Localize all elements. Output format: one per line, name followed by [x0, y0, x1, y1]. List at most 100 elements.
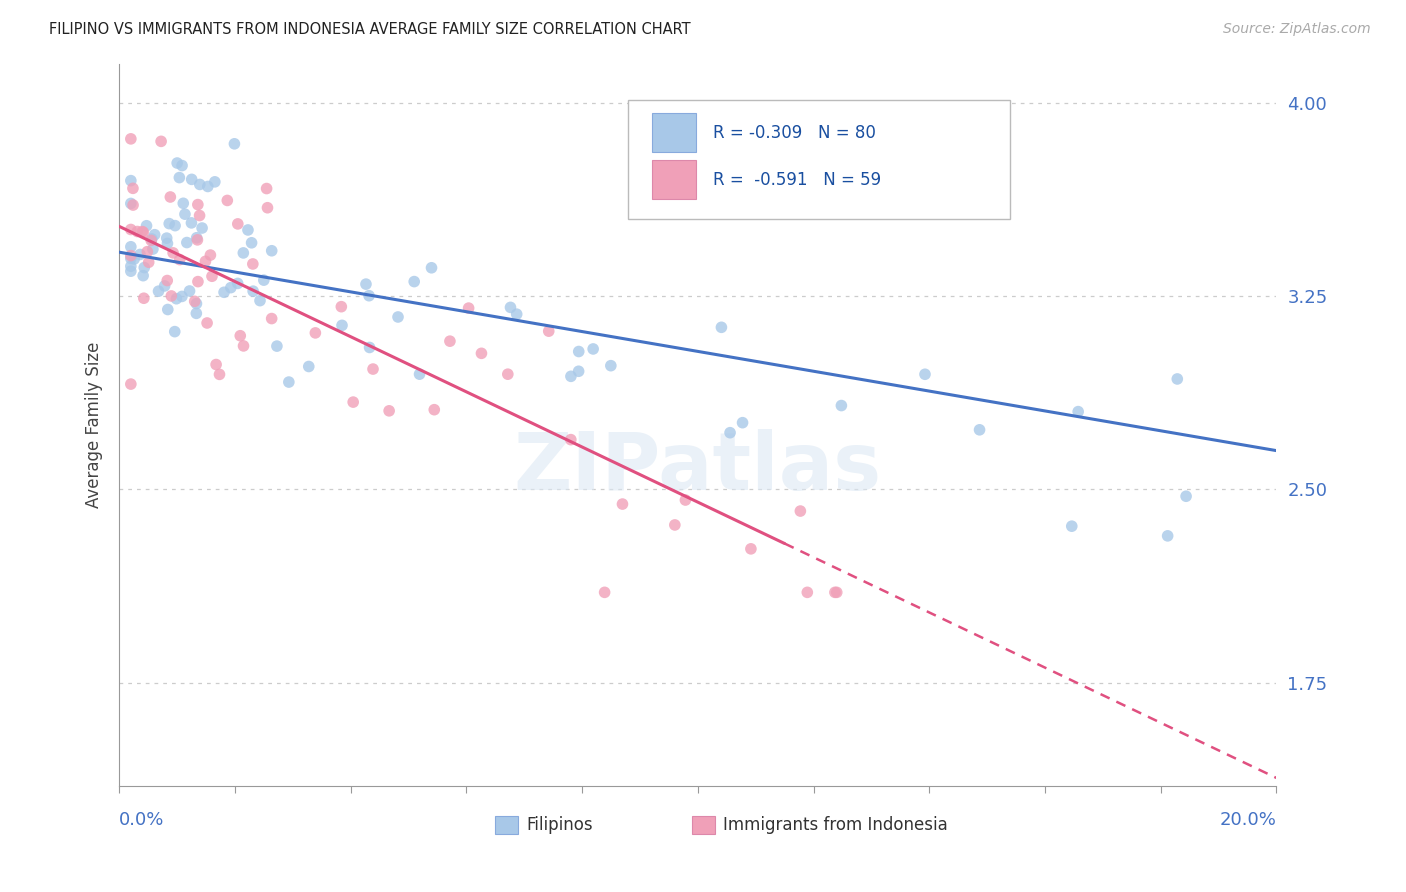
Text: Immigrants from Indonesia: Immigrants from Indonesia [723, 816, 948, 834]
Point [304, 326, 326, 340]
Point [204, 175, 226, 189]
Point [183, 294, 205, 309]
Point [420, 260, 443, 275]
Point [387, 310, 409, 324]
Point [582, 342, 605, 356]
Point [186, 296, 208, 310]
Point [499, 301, 522, 315]
Point [242, 284, 264, 298]
Point [256, 201, 278, 215]
Point [156, 231, 179, 245]
Point [796, 585, 818, 599]
Point [470, 346, 492, 360]
Text: Source: ZipAtlas.com: Source: ZipAtlas.com [1223, 22, 1371, 37]
Point [1166, 372, 1188, 386]
Point [277, 375, 299, 389]
Point [122, 181, 145, 195]
Point [165, 292, 187, 306]
Point [824, 585, 846, 599]
Point [378, 404, 401, 418]
Point [148, 284, 170, 298]
Point [162, 245, 184, 260]
Point [408, 367, 430, 381]
Text: 0.0%: 0.0% [120, 812, 165, 830]
Point [612, 497, 634, 511]
Point [120, 196, 142, 211]
Point [120, 174, 142, 188]
Point [120, 264, 142, 278]
Point [560, 433, 582, 447]
Point [1067, 404, 1090, 418]
Point [186, 231, 208, 245]
Point [226, 217, 249, 231]
Point [122, 198, 145, 212]
Point [731, 416, 754, 430]
Point [342, 395, 364, 409]
Point [120, 377, 142, 392]
Point [330, 300, 353, 314]
Point [200, 248, 222, 262]
Point [120, 132, 142, 146]
Text: Filipinos: Filipinos [527, 816, 593, 834]
Point [914, 368, 936, 382]
Point [236, 223, 259, 237]
Point [330, 318, 353, 333]
Point [120, 252, 142, 266]
Point [256, 181, 278, 195]
Point [186, 306, 208, 320]
Point [1156, 529, 1178, 543]
Point [789, 504, 811, 518]
Point [260, 244, 283, 258]
Point [172, 196, 194, 211]
Point [136, 244, 159, 259]
Point [143, 227, 166, 242]
Point [232, 339, 254, 353]
Point [142, 242, 165, 256]
Point [664, 517, 686, 532]
Point [568, 344, 591, 359]
Point [156, 273, 179, 287]
Text: R = -0.309   N = 80: R = -0.309 N = 80 [713, 124, 876, 142]
Point [354, 277, 377, 292]
Point [132, 225, 155, 239]
Point [135, 219, 157, 233]
Y-axis label: Average Family Size: Average Family Size [86, 342, 103, 508]
Point [718, 425, 741, 440]
Point [166, 156, 188, 170]
Point [457, 301, 479, 315]
Point [240, 235, 263, 250]
Point [1060, 519, 1083, 533]
Point [180, 172, 202, 186]
FancyBboxPatch shape [651, 112, 696, 153]
Point [120, 259, 142, 273]
Point [232, 246, 254, 260]
Point [170, 289, 193, 303]
Point [163, 325, 186, 339]
Point [141, 232, 163, 246]
Point [249, 293, 271, 308]
Point [141, 233, 163, 247]
Point [560, 369, 582, 384]
Point [537, 324, 560, 338]
Point [205, 358, 228, 372]
Point [404, 275, 426, 289]
Point [266, 339, 288, 353]
Point [156, 302, 179, 317]
Point [423, 402, 446, 417]
Point [229, 328, 252, 343]
Point [673, 493, 696, 508]
Point [194, 254, 217, 268]
Point [242, 257, 264, 271]
Point [160, 289, 183, 303]
Text: R =  -0.591   N = 59: R = -0.591 N = 59 [713, 170, 882, 188]
Point [1175, 489, 1198, 503]
Point [830, 399, 852, 413]
Point [825, 585, 848, 599]
Point [593, 585, 616, 599]
Point [496, 368, 519, 382]
Point [120, 222, 142, 236]
Point [208, 368, 231, 382]
Point [359, 341, 381, 355]
Point [127, 225, 149, 239]
Point [568, 364, 591, 378]
